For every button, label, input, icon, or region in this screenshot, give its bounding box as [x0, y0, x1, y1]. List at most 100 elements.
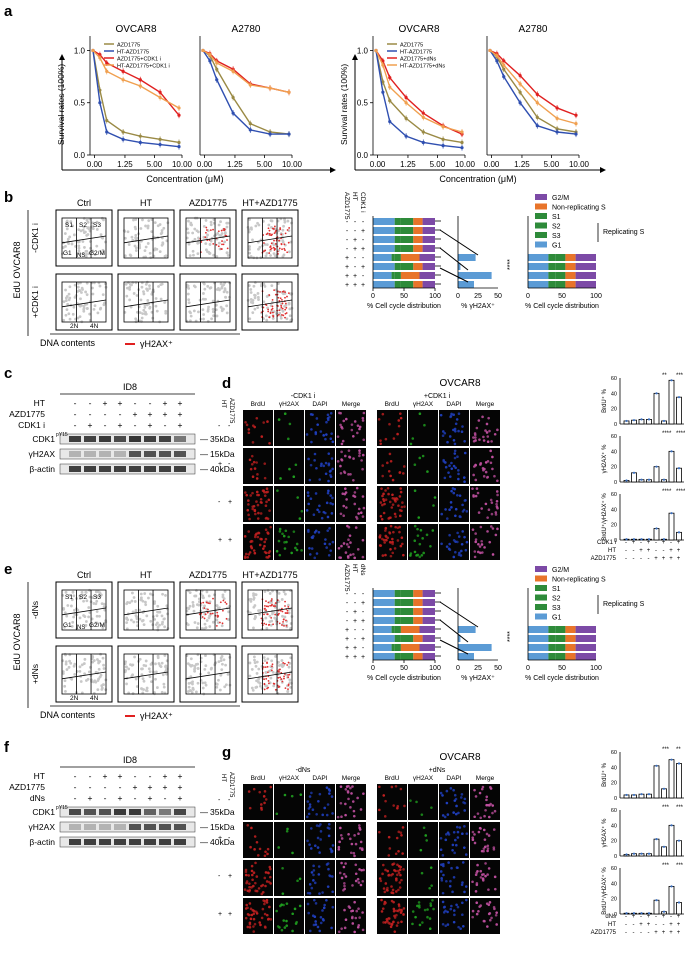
cell-signal [358, 828, 362, 831]
cell-signal [440, 876, 443, 880]
cell-dot [73, 233, 76, 237]
cell-dot [185, 236, 189, 240]
cell-dot [214, 308, 218, 312]
h2ax-dot [274, 602, 277, 604]
h2ax-dot [220, 248, 223, 250]
cell-signal [413, 463, 417, 467]
arrow [439, 601, 479, 628]
x-tick-label: 1.25 [227, 160, 243, 169]
cell-signal [244, 420, 247, 424]
cell-dot [211, 299, 215, 303]
cell-dot [134, 218, 138, 221]
cell-dot [77, 289, 81, 293]
cell-signal [471, 880, 474, 884]
cell-dot [207, 594, 211, 598]
cell-dot [209, 286, 213, 290]
cell-dot [158, 250, 162, 254]
cell-dot [283, 220, 287, 224]
cell-signal [452, 811, 455, 814]
cell-signal [402, 907, 406, 910]
cell-dot [207, 671, 211, 675]
bar-point [655, 899, 658, 902]
cell-signal [473, 833, 476, 836]
cell-signal [296, 496, 299, 499]
cell-signal [316, 423, 319, 426]
cell-signal [354, 872, 358, 876]
series-line [375, 50, 463, 149]
cell-dot [279, 316, 283, 320]
treatment-label: CDK1 i [18, 420, 45, 430]
cell-signal [472, 494, 475, 497]
cell-dot [142, 292, 146, 296]
cell-dot [76, 316, 80, 320]
cell-signal [486, 440, 490, 443]
cell-signal [382, 921, 385, 924]
cc-segment [419, 644, 435, 651]
cell-dot [220, 286, 224, 290]
group-label: +dNs [429, 767, 446, 774]
cc-segment [391, 254, 395, 261]
cell-dot [66, 302, 70, 306]
cc-segment [548, 263, 556, 270]
gate-box [61, 281, 107, 323]
tick-label: 40 [611, 765, 617, 771]
cell-dot [211, 307, 215, 311]
sign: + [647, 540, 651, 546]
h2ax-dot [267, 682, 270, 685]
sign: - [663, 548, 665, 554]
cell-signal [478, 438, 481, 441]
cell-signal [307, 812, 311, 816]
dna-label: 4N [90, 695, 99, 702]
cc-segment [413, 653, 423, 660]
cell-signal [278, 530, 282, 533]
micrograph [274, 448, 304, 484]
cell-signal [379, 439, 382, 442]
cell-dot [226, 254, 230, 257]
cell-dot [266, 589, 270, 592]
cell-dot [141, 677, 145, 681]
cell-signal [360, 868, 363, 872]
sign: - [633, 556, 635, 562]
cell-signal [444, 924, 448, 928]
cell-signal [396, 806, 399, 810]
gate-label: G1 [63, 622, 72, 629]
cell-signal [308, 478, 312, 482]
cell-signal [450, 461, 453, 465]
kda-label: 15kDa [210, 822, 235, 832]
cell-signal [342, 470, 346, 473]
cell-dot [257, 298, 260, 301]
cell-signal [264, 884, 267, 888]
sign: - [362, 609, 365, 616]
sign: - [354, 264, 357, 271]
h2ax-dot [212, 597, 214, 600]
bar-point [640, 418, 643, 421]
tick-label: 0 [526, 293, 530, 300]
cc-segment [419, 272, 435, 279]
cell-signal [250, 454, 254, 458]
cell-signal [495, 911, 498, 914]
cell-signal [473, 841, 477, 845]
cell-dot [269, 676, 273, 680]
cell-dot [64, 662, 68, 666]
cell-dot [67, 298, 71, 302]
cell-signal [479, 463, 482, 466]
cell-dot [68, 235, 72, 239]
cell-signal [379, 879, 383, 883]
cell-signal [267, 498, 271, 502]
cell-signal [243, 535, 247, 538]
series-line [489, 50, 577, 135]
sign: - [134, 771, 137, 781]
cell-signal [323, 806, 327, 810]
cell-signal [265, 898, 269, 902]
cell-dot [203, 622, 207, 626]
x-tick-label: 5.00 [257, 160, 273, 169]
cell-signal [489, 461, 493, 465]
sign: + [647, 914, 651, 920]
h2ax-dot [271, 299, 274, 301]
cell-signal [263, 462, 267, 465]
tick-label: 60 [611, 808, 617, 814]
marker-dash: — [200, 838, 208, 847]
cell-signal [350, 792, 353, 795]
cell-signal [490, 916, 493, 920]
cell-dot [162, 685, 166, 689]
